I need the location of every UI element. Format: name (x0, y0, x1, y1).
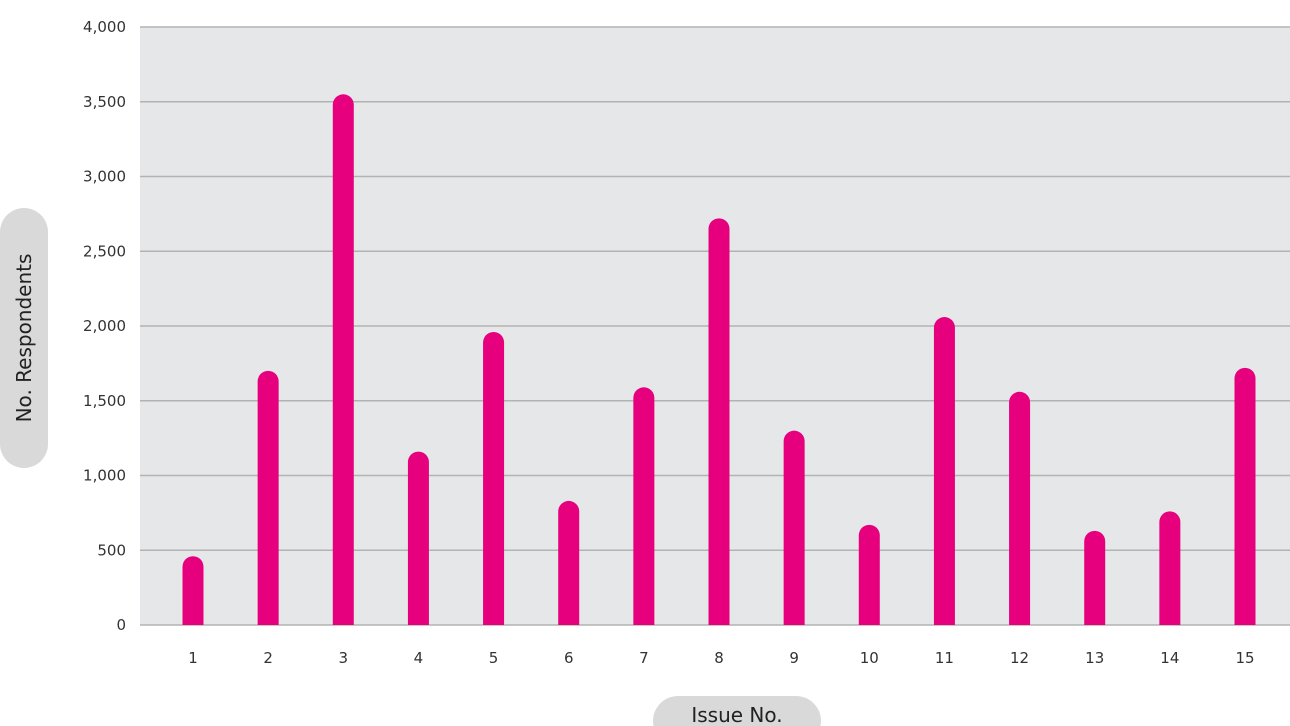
y-tick-label: 3,500 (83, 93, 126, 111)
x-axis-label-pill (653, 696, 821, 726)
y-axis-ticks: 0 500 1,000 1,500 2,000 2,500 3,000 3,500 4,000 (83, 18, 126, 634)
bar-issue-15 (1234, 367, 1256, 625)
bar-issue-12 (1009, 391, 1031, 625)
bar-issue-5 (483, 331, 505, 625)
bar-issue-9 (783, 430, 805, 625)
y-tick-label: 1,500 (83, 392, 126, 410)
x-tick-label: 9 (789, 649, 799, 667)
bar-issue-6 (558, 500, 580, 625)
y-tick-label: 500 (97, 541, 126, 559)
x-tick-label: 10 (860, 649, 879, 667)
y-tick-label: 4,000 (83, 18, 126, 36)
bar-issue-13 (1084, 530, 1106, 625)
y-axis-label: No. Respondents (0, 208, 48, 468)
y-tick-label: 3,000 (83, 168, 126, 186)
x-tick-label: 11 (935, 649, 954, 667)
x-tick-label: 3 (339, 649, 349, 667)
bar-issue-14 (1159, 511, 1181, 625)
x-axis-label-text: Issue No. (691, 703, 782, 726)
bar-issue-11 (933, 317, 955, 625)
bar-issue-7 (633, 387, 655, 625)
bar-issue-1 (182, 556, 204, 625)
x-tick-label: 7 (639, 649, 649, 667)
x-axis-ticks: 1 2 3 4 5 6 7 8 9 10 11 12 13 14 15 (188, 649, 1254, 667)
y-axis-label-text: No. Respondents (12, 254, 36, 423)
x-tick-label: 5 (489, 649, 499, 667)
bars (182, 94, 1256, 626)
y-axis-label-pill (0, 208, 48, 468)
x-tick-label: 8 (714, 649, 724, 667)
y-tick-label: 0 (116, 616, 126, 634)
x-tick-label: 4 (414, 649, 424, 667)
bar-issue-8 (708, 218, 730, 626)
x-axis-label: Issue No. (653, 696, 821, 726)
bar-issue-3 (332, 94, 354, 625)
x-tick-label: 15 (1235, 649, 1254, 667)
bar-issue-10 (858, 524, 880, 625)
x-tick-label: 1 (188, 649, 198, 667)
x-tick-label: 2 (263, 649, 273, 667)
x-tick-label: 14 (1160, 649, 1179, 667)
y-tick-label: 2,500 (83, 242, 126, 260)
y-tick-label: 2,000 (83, 317, 126, 335)
y-tick-label: 1,000 (83, 467, 126, 485)
x-tick-label: 12 (1010, 649, 1029, 667)
x-tick-label: 13 (1085, 649, 1104, 667)
x-tick-label: 6 (564, 649, 574, 667)
bar-issue-4 (407, 451, 429, 625)
bar-issue-2 (257, 370, 279, 625)
